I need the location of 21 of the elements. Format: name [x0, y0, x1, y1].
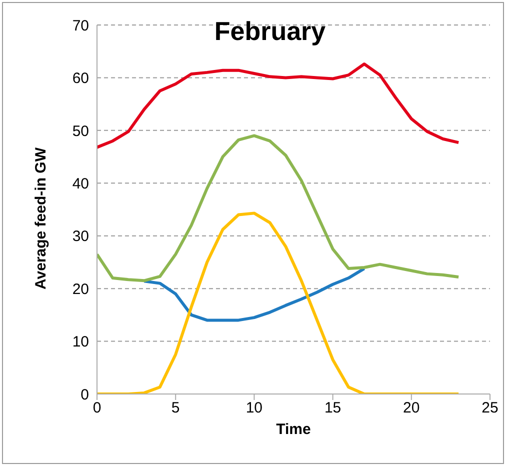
- x-tick-label: 0: [92, 400, 102, 417]
- y-tick-label: 60: [72, 70, 89, 88]
- y-tick-label: 0: [80, 386, 89, 404]
- x-tick-label: 20: [403, 400, 420, 417]
- y-tick-label: 70: [72, 17, 89, 34]
- line-series: [97, 62, 460, 149]
- y-tick-label: 20: [72, 280, 89, 298]
- x-axis-title: Time: [276, 421, 311, 438]
- y-tick-label: 30: [72, 228, 89, 246]
- y-tick-label: 10: [72, 334, 89, 351]
- y-axis-title: Average feed-in GW: [32, 146, 50, 290]
- chart-title: February: [213, 16, 327, 47]
- line-series: [97, 212, 460, 394]
- x-tick-label: 15: [324, 400, 342, 417]
- y-tick-label: 40: [72, 175, 89, 192]
- x-tick-label: 10: [246, 400, 263, 417]
- line-series: [142, 267, 366, 322]
- line-series: [97, 134, 460, 282]
- x-tick-label: 25: [482, 400, 498, 417]
- y-tick-label: 50: [72, 122, 89, 140]
- x-tick-label: 5: [171, 400, 180, 417]
